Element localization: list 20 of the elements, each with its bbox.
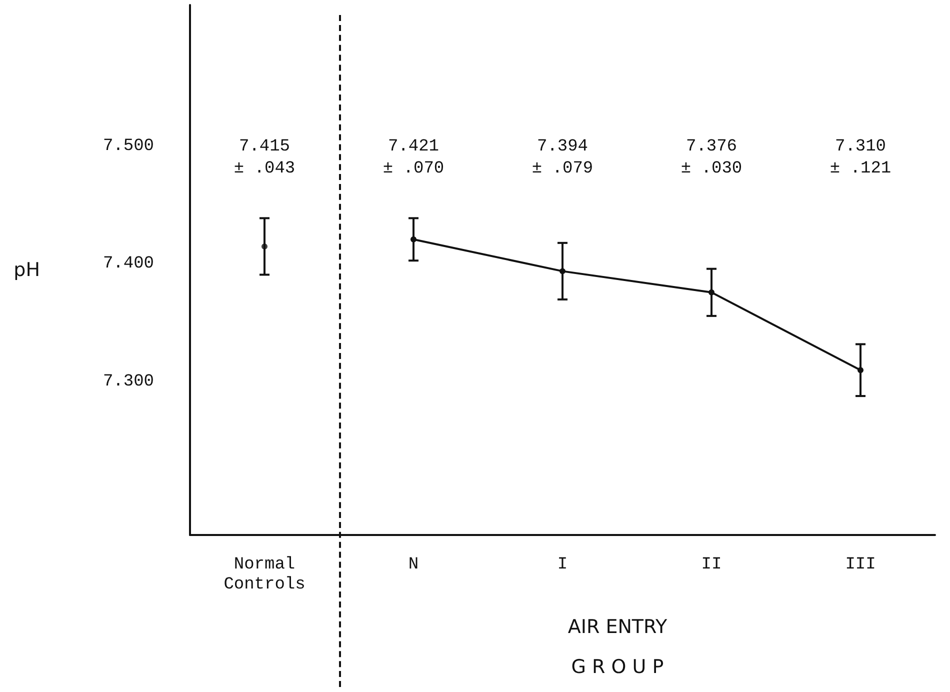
y-axis-title: pH [14,259,40,281]
point [410,236,416,242]
y-tick-label: 7.500 [102,136,154,156]
y-tick-label: 7.300 [102,372,154,392]
x-tick-label: III [845,556,876,574]
y-tick-label: 7.400 [102,254,154,274]
annotation: 7.376 ± .030 [680,138,742,179]
annotation: 7.421 ± .070 [382,138,444,179]
point [560,268,566,274]
point [262,243,268,250]
annotation: 7.394 ± .079 [532,138,594,179]
annotation: 7.415 ± .043 [234,138,296,179]
x-axis-title: AIR ENTRY G R O U P [568,616,668,678]
x-tick-label: I [557,556,568,574]
x-tick-label: II [701,556,722,574]
x-tick-label: N [408,556,419,574]
point [858,367,864,374]
x-tick-label: Normal Controls [224,556,306,594]
point [708,289,714,296]
annotation: 7.310 ± .121 [830,138,892,179]
